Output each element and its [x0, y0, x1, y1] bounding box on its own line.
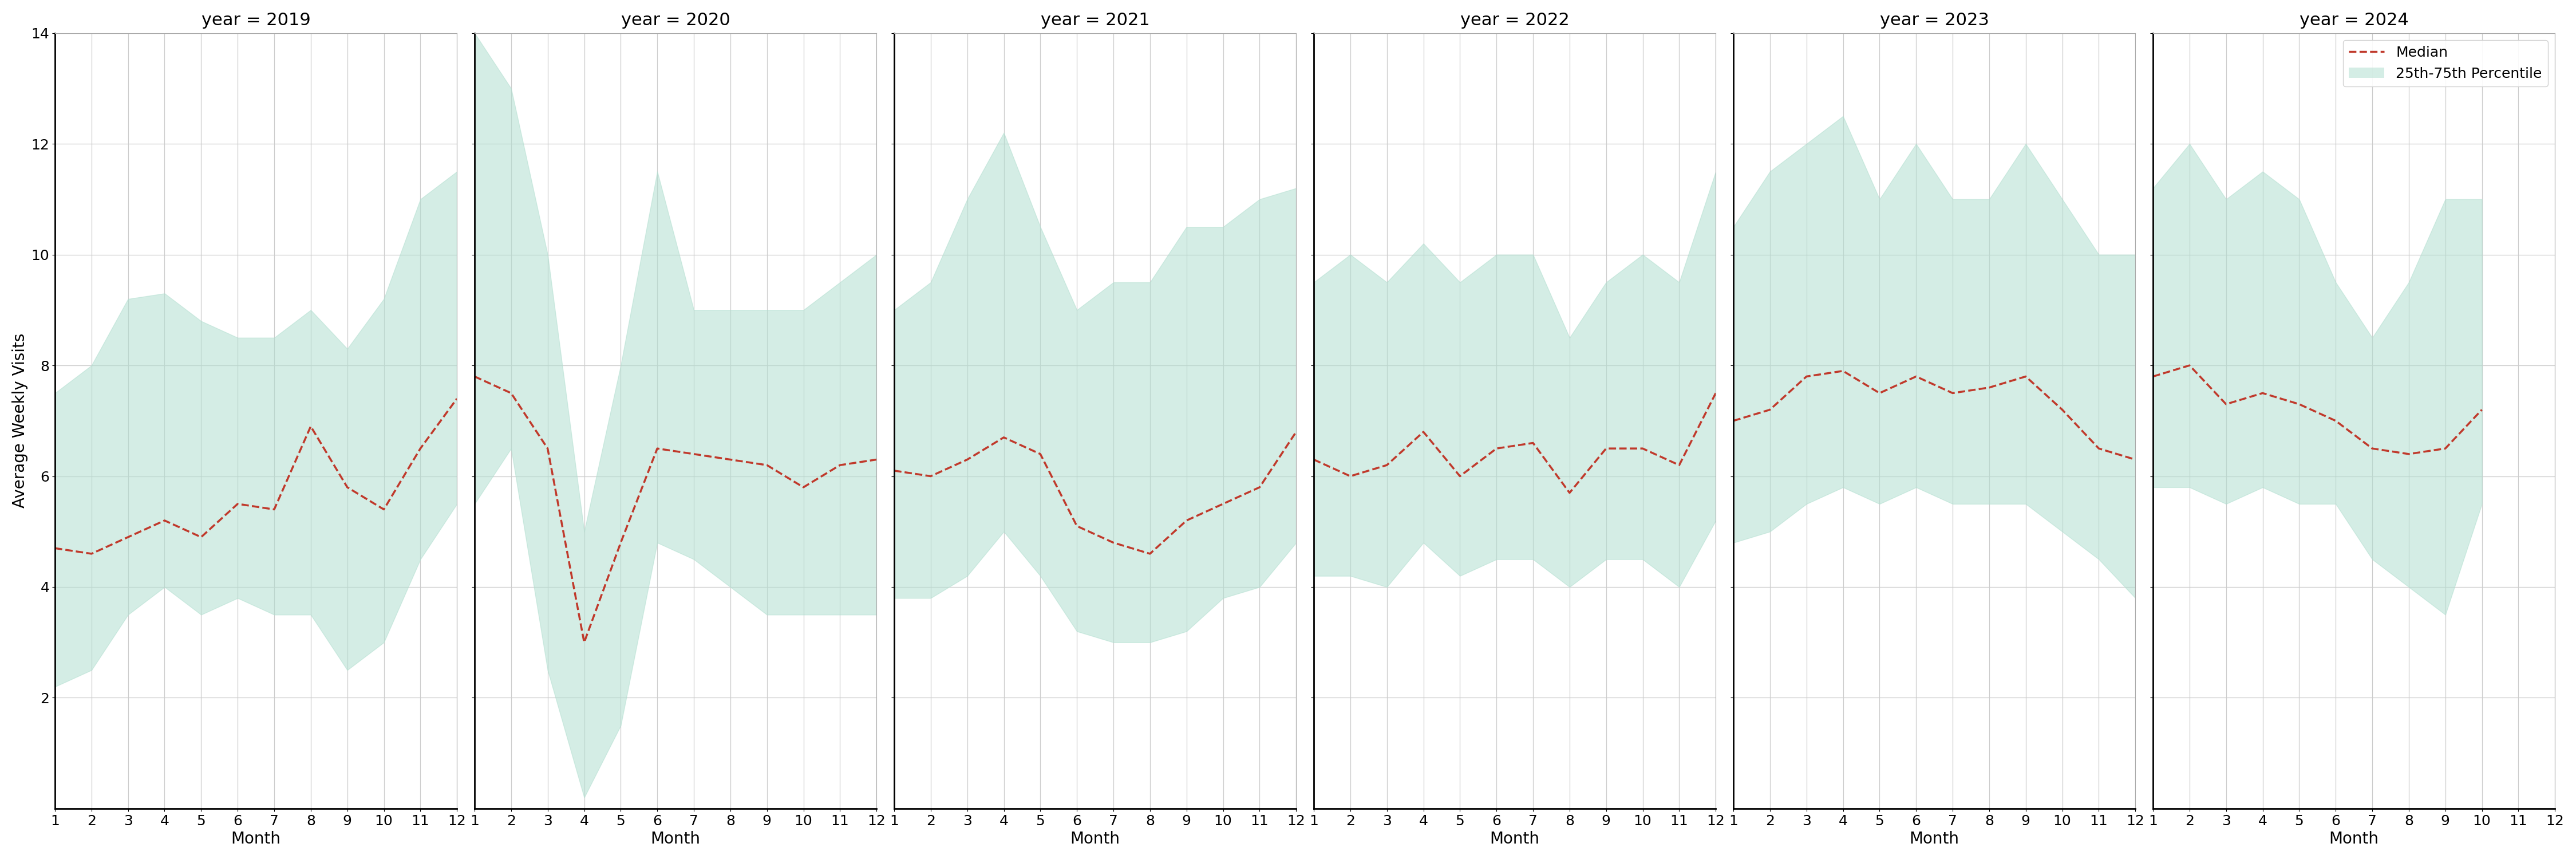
Median — [641, 443, 672, 454]
Median — [716, 454, 747, 465]
Median — [860, 454, 891, 465]
Title: year = 2022: year = 2022 — [1461, 12, 1569, 28]
Median — [752, 460, 783, 470]
Median — [1061, 521, 1092, 531]
Line: Median: Median — [1734, 371, 2136, 460]
X-axis label: Month: Month — [2329, 831, 2378, 847]
Median — [440, 393, 471, 404]
Median — [332, 482, 363, 492]
Median — [296, 421, 327, 431]
X-axis label: Month: Month — [1069, 831, 1121, 847]
Median — [1865, 388, 1896, 399]
Line: Median: Median — [894, 432, 1296, 554]
Median — [2246, 388, 2277, 399]
Median — [1172, 515, 1203, 526]
Median — [1718, 416, 1749, 426]
Median — [1097, 538, 1128, 548]
X-axis label: Month: Month — [1489, 831, 1540, 847]
Median — [1628, 443, 1659, 454]
Median — [222, 499, 252, 509]
Median — [404, 443, 435, 454]
Title: year = 2019: year = 2019 — [201, 12, 312, 28]
Line: Median: Median — [54, 399, 456, 554]
Median — [1664, 460, 1695, 470]
Median — [2120, 454, 2151, 465]
Median — [1370, 460, 1401, 470]
Median — [149, 515, 180, 526]
Median — [1973, 382, 2004, 393]
Legend: Median, 25th-75th Percentile: Median, 25th-75th Percentile — [2344, 40, 2548, 86]
Median — [1826, 366, 1857, 376]
Median — [1901, 371, 1932, 381]
Median — [2138, 371, 2169, 381]
Median — [824, 460, 855, 470]
Median — [914, 471, 945, 481]
Median — [605, 538, 636, 548]
Median — [878, 466, 909, 476]
Median — [1589, 443, 1620, 454]
Median — [2285, 399, 2316, 410]
Median — [1133, 549, 1164, 559]
Line: Median: Median — [2154, 365, 2481, 454]
Median — [569, 637, 600, 648]
Median — [2210, 399, 2241, 410]
Median — [1445, 471, 1476, 481]
Title: year = 2023: year = 2023 — [1880, 12, 1989, 28]
Median — [2465, 405, 2496, 415]
Median — [2084, 443, 2115, 454]
X-axis label: Month: Month — [232, 831, 281, 847]
Median — [1790, 371, 1821, 381]
Median — [368, 504, 399, 515]
Y-axis label: Average Weekly Visits: Average Weekly Visits — [13, 333, 28, 509]
Median — [1754, 405, 1785, 415]
Median — [2321, 416, 2352, 426]
Median — [2174, 360, 2205, 370]
Median — [77, 549, 108, 559]
Median — [1298, 454, 1329, 465]
Median — [495, 388, 526, 399]
Median — [1937, 388, 1968, 399]
Median — [788, 482, 819, 492]
Line: Median: Median — [1314, 393, 1716, 493]
Median — [113, 532, 144, 542]
Median — [2429, 443, 2460, 454]
Median — [2048, 405, 2079, 415]
Median — [2393, 449, 2424, 460]
Median — [1553, 488, 1584, 498]
Median — [459, 371, 489, 381]
Median — [1334, 471, 1365, 481]
Title: year = 2024: year = 2024 — [2300, 12, 2409, 28]
Median — [677, 449, 708, 460]
Median — [185, 532, 216, 542]
Median — [2357, 443, 2388, 454]
Median — [1244, 482, 1275, 492]
Median — [951, 454, 981, 465]
Median — [1517, 438, 1548, 448]
Title: year = 2020: year = 2020 — [621, 12, 729, 28]
X-axis label: Month: Month — [1909, 831, 1960, 847]
Median — [1409, 427, 1440, 437]
Median — [258, 504, 289, 515]
Median — [39, 543, 70, 553]
Median — [1481, 443, 1512, 454]
X-axis label: Month: Month — [652, 831, 701, 847]
Median — [989, 432, 1020, 442]
Median — [1208, 499, 1239, 509]
Median — [1025, 449, 1056, 460]
Title: year = 2021: year = 2021 — [1041, 12, 1149, 28]
Median — [1280, 427, 1311, 437]
Median — [533, 443, 564, 454]
Median — [2009, 371, 2040, 381]
Median — [1700, 388, 1731, 399]
Line: Median: Median — [474, 376, 876, 643]
